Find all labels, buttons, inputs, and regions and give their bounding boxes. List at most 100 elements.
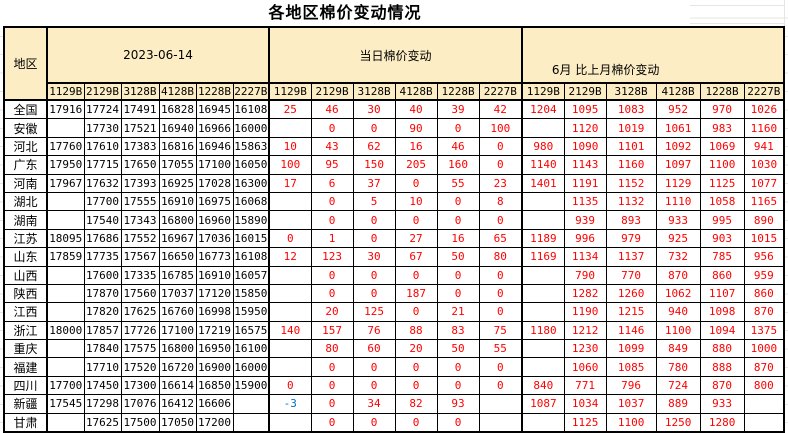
price-cell[interactable]: 15863 [232,136,271,157]
month-change-cell[interactable] [743,412,785,433]
price-cell[interactable]: 16910 [158,191,197,212]
month-change-cell[interactable] [521,265,565,285]
day-change-cell[interactable]: 0 [310,118,354,138]
day-change-cell[interactable]: 0 [478,375,524,396]
price-cell[interactable]: 17393 [120,173,160,193]
price-cell[interactable]: 17520 [120,357,160,377]
price-cell[interactable]: 15950 [232,302,271,322]
price-cell[interactable] [46,302,85,322]
month-change-cell[interactable]: 893 [605,210,657,230]
price-cell[interactable]: 17560 [120,283,160,304]
region-cell[interactable]: 浙江 [3,320,48,341]
day-change-cell[interactable]: 0 [478,210,524,230]
day-change-cell[interactable]: 67 [394,247,438,267]
month-change-cell[interactable]: 1083 [605,99,657,120]
day-change-cell[interactable]: 46 [436,136,480,157]
day-change-cell[interactable]: 0 [310,394,354,414]
day-change-cell[interactable]: 34 [352,394,396,414]
day-change-cell[interactable]: 125 [352,302,396,322]
month-change-cell[interactable]: 933 [655,210,701,230]
day-change-cell[interactable]: 0 [310,412,354,433]
region-cell[interactable]: 湖北 [3,191,48,212]
month-change-cell[interactable] [521,210,565,230]
col-header-g2-3128b[interactable]: 3128B [352,82,396,101]
day-change-cell[interactable] [478,394,524,414]
month-change-cell[interactable]: 870 [655,265,701,285]
col-header-g1-3128b[interactable]: 3128B [120,82,160,101]
month-change-cell[interactable] [521,191,565,212]
price-cell[interactable]: 16575 [232,320,271,341]
month-change-cell[interactable]: 849 [655,339,701,359]
price-cell[interactable]: 16650 [158,247,197,267]
month-change-cell[interactable]: 1250 [655,412,701,433]
month-change-cell[interactable]: 880 [699,339,745,359]
price-cell[interactable] [46,265,85,285]
day-change-cell[interactable]: 21 [436,302,480,322]
price-cell[interactable]: 16720 [158,357,197,377]
month-change-cell[interactable]: 1037 [605,394,657,414]
day-change-cell[interactable]: 55 [478,339,524,359]
month-change-cell[interactable]: 1129 [655,173,701,193]
price-cell[interactable]: 17870 [83,283,122,304]
month-change-cell[interactable]: 1100 [655,320,701,341]
col-header-g1-1228b[interactable]: 1228B [195,82,234,101]
price-cell[interactable]: 16975 [195,191,234,212]
day-change-cell[interactable]: 0 [268,375,312,396]
day-change-cell[interactable]: 123 [310,247,354,267]
day-change-cell[interactable]: 0 [436,375,480,396]
price-cell[interactable]: 17200 [195,412,234,433]
price-cell[interactable]: 16108 [232,247,271,267]
day-change-cell[interactable]: 0 [394,265,438,285]
month-change-cell[interactable]: 1100 [699,155,745,175]
month-change-cell[interactable] [521,412,565,433]
col-header-g3-1129b[interactable]: 1129B [521,82,565,101]
col-header-g3-4128b[interactable]: 4128B [655,82,701,101]
day-change-cell[interactable]: 150 [352,155,396,175]
price-cell[interactable] [46,118,85,138]
day-change-cell[interactable]: 25 [268,99,312,120]
region-cell[interactable]: 全国 [3,99,48,120]
month-change-cell[interactable]: 1140 [521,155,565,175]
month-change-cell[interactable]: 732 [655,247,701,267]
price-cell[interactable] [46,339,85,359]
day-change-cell[interactable]: 30 [352,99,396,120]
month-change-cell[interactable]: 771 [563,375,607,396]
price-cell[interactable]: 17298 [83,394,122,414]
day-change-cell[interactable]: 157 [310,320,354,341]
col-header-g2-1129b[interactable]: 1129B [268,82,312,101]
month-change-cell[interactable]: 1062 [655,283,701,304]
day-change-cell[interactable]: 82 [394,394,438,414]
price-cell[interactable]: 17650 [120,155,160,175]
month-change-cell[interactable]: 1090 [563,136,607,157]
price-cell[interactable]: 17700 [83,191,122,212]
price-cell[interactable]: 15850 [232,283,271,304]
day-change-cell[interactable]: 0 [352,265,396,285]
col-header-g1-2129b[interactable]: 2129B [83,82,122,101]
region-cell[interactable]: 安徽 [3,118,48,138]
day-change-cell[interactable] [268,412,312,433]
price-cell[interactable]: 17730 [83,118,122,138]
month-change-cell[interactable]: 1094 [699,320,745,341]
day-change-cell[interactable]: 100 [478,118,524,138]
price-cell[interactable]: 17036 [195,228,234,249]
day-change-cell[interactable] [268,339,312,359]
month-change-cell[interactable]: 1282 [563,283,607,304]
month-change-cell[interactable]: 1160 [743,118,785,138]
month-change-cell[interactable]: 1120 [563,118,607,138]
day-change-cell[interactable]: 6 [310,173,354,193]
month-change-cell[interactable]: 1165 [743,191,785,212]
month-change-cell[interactable]: 1146 [605,320,657,341]
col-header-g3-2129b[interactable]: 2129B [563,82,607,101]
day-change-cell[interactable]: 50 [436,339,480,359]
col-header-g1-1129b[interactable]: 1129B [46,82,85,101]
price-cell[interactable] [232,394,271,414]
month-change-cell[interactable]: 870 [743,302,785,322]
day-change-cell[interactable]: 16 [436,228,480,249]
day-change-cell[interactable]: 23 [478,173,524,193]
region-cell[interactable]: 陕西 [3,283,48,304]
day-change-cell[interactable]: 187 [394,283,438,304]
day-change-cell[interactable]: 42 [478,99,524,120]
col-header-g3-1228b[interactable]: 1228B [699,82,745,101]
price-cell[interactable]: 17625 [120,302,160,322]
month-change-cell[interactable]: 1137 [605,247,657,267]
